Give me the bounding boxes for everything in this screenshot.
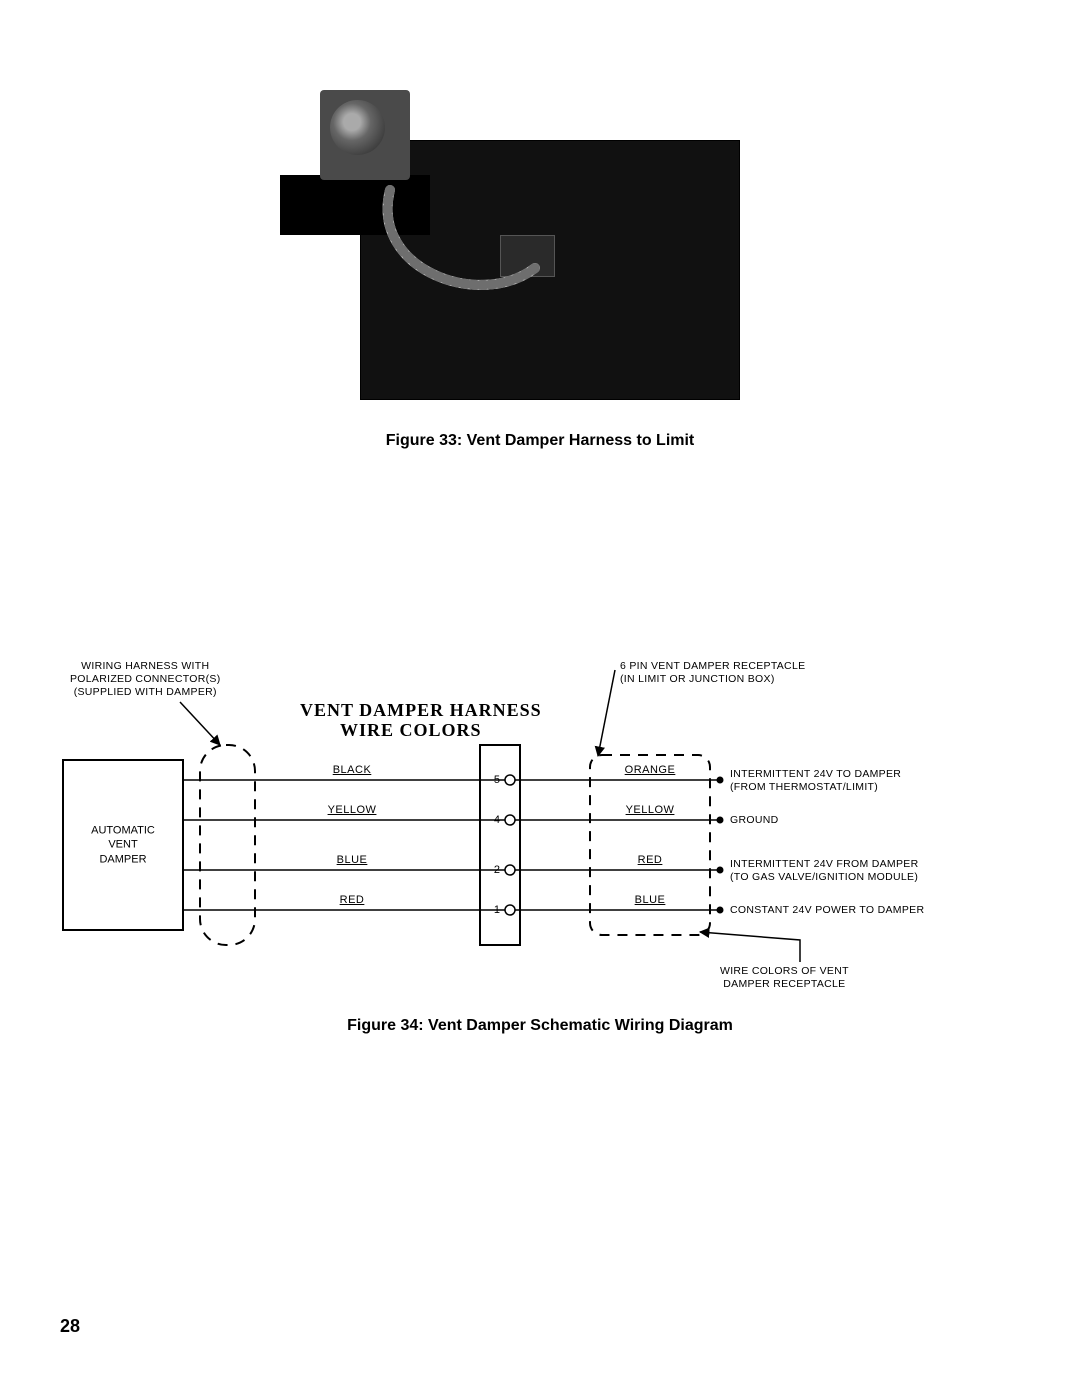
wire-left-label-2: BLUE bbox=[337, 854, 368, 868]
note-rbot-l1: WIRE COLORS OF VENT bbox=[720, 965, 849, 977]
pin-number-2: 2 bbox=[494, 864, 504, 876]
note-rbot-l2: DAMPER RECEPTACLE bbox=[723, 978, 845, 990]
box-label-l2: VENT bbox=[108, 839, 137, 851]
wire-right-label-3: BLUE bbox=[635, 894, 666, 908]
wire-left-label-1: YELLOW bbox=[328, 804, 377, 818]
note-left-l3: (SUPPLIED WITH DAMPER) bbox=[74, 686, 217, 698]
figure33-photo bbox=[280, 90, 740, 400]
diagram-title-line1: VENT DAMPER HARNESS bbox=[300, 700, 542, 721]
document-page: Figure 33: Vent Damper Harness to Limit … bbox=[0, 0, 1080, 1397]
figure34-diagram: VENT DAMPER HARNESS WIRE COLORS AUTOMATI… bbox=[60, 660, 1020, 1000]
wire-desc-2: INTERMITTENT 24V FROM DAMPER(TO GAS VALV… bbox=[730, 858, 918, 884]
wire-desc-3: CONSTANT 24V POWER TO DAMPER bbox=[730, 904, 924, 917]
note-right-bottom: WIRE COLORS OF VENT DAMPER RECEPTACLE bbox=[720, 965, 849, 991]
wire-desc-1: GROUND bbox=[730, 814, 778, 827]
note-left: WIRING HARNESS WITH POLARIZED CONNECTOR(… bbox=[70, 660, 221, 699]
box-label-l1: AUTOMATIC bbox=[91, 825, 155, 837]
note-left-l2: POLARIZED CONNECTOR(S) bbox=[70, 673, 221, 685]
wire-left-label-3: RED bbox=[340, 894, 365, 908]
note-rtop-l1: 6 PIN VENT DAMPER RECEPTACLE bbox=[620, 660, 805, 672]
page-number: 28 bbox=[60, 1316, 80, 1337]
note-left-l1: WIRING HARNESS WITH bbox=[81, 660, 209, 672]
figure33-caption: Figure 33: Vent Damper Harness to Limit bbox=[0, 432, 1080, 450]
wire-right-label-0: ORANGE bbox=[625, 764, 676, 778]
diagram-title-line2: WIRE COLORS bbox=[340, 720, 482, 741]
automatic-vent-damper-label: AUTOMATIC VENT DAMPER bbox=[91, 824, 155, 867]
flex-conduit bbox=[360, 160, 580, 320]
box-label-l3: DAMPER bbox=[99, 853, 146, 865]
wire-desc-0: INTERMITTENT 24V TO DAMPER(FROM THERMOST… bbox=[730, 768, 901, 794]
wire-right-label-2: RED bbox=[638, 854, 663, 868]
figure34-caption: Figure 34: Vent Damper Schematic Wiring … bbox=[0, 1017, 1080, 1035]
note-rtop-l2: (IN LIMIT OR JUNCTION BOX) bbox=[620, 673, 775, 685]
pin-number-0: 5 bbox=[494, 774, 504, 786]
wire-left-label-0: BLACK bbox=[333, 764, 372, 778]
pin-number-3: 1 bbox=[494, 904, 504, 916]
wire-right-label-1: YELLOW bbox=[626, 804, 675, 818]
note-right-top: 6 PIN VENT DAMPER RECEPTACLE (IN LIMIT O… bbox=[620, 660, 805, 686]
pin-number-1: 4 bbox=[494, 814, 504, 826]
